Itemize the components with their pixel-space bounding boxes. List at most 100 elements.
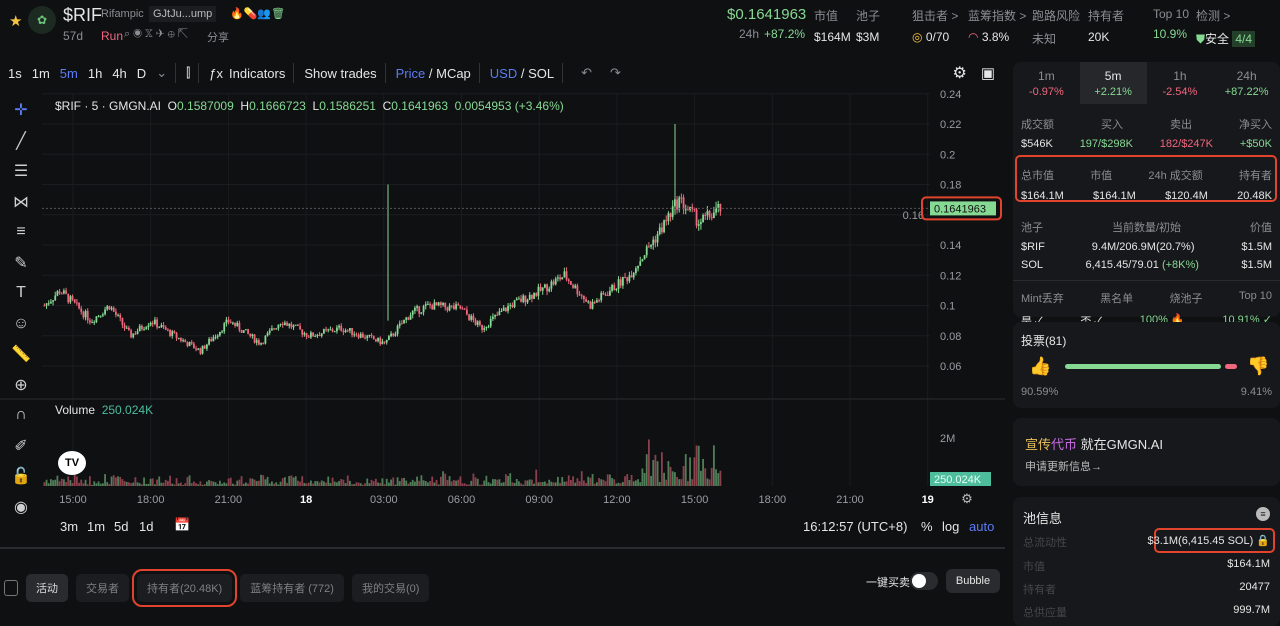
lock-icon[interactable]: 🔓 (11, 468, 31, 486)
candle-body (318, 334, 321, 336)
period-24h[interactable]: 24h +87.22% (1224, 69, 1269, 98)
volume-bar (199, 481, 202, 486)
quick-trade-label: 一键买卖 (866, 577, 910, 589)
tab-my-trades[interactable]: 我的交易(0) (351, 574, 430, 602)
pattern-icon[interactable]: ⋈ (13, 193, 29, 211)
price-mcap-toggle[interactable]: Price / MCap (395, 65, 471, 81)
range-3m[interactable]: 3m (60, 519, 79, 534)
price-chart[interactable]: 0.24 0.22 0.2 0.18 0.16 0.14 0.12 0.1 0.08 0.06 15… (0, 88, 1005, 543)
update-info-link[interactable]: 申请更新信息→ (1025, 461, 1102, 473)
chevron-down-icon[interactable]: ⌄ (156, 65, 168, 80)
volume-bar (427, 482, 429, 486)
star-icon[interactable]: ★ (9, 13, 23, 30)
candle-body (557, 277, 559, 279)
interval-4h[interactable]: 4h (112, 65, 127, 81)
candle-body (580, 295, 583, 297)
candle-body (470, 315, 473, 320)
usd-sol-toggle[interactable]: USD / SOL (489, 65, 555, 81)
period-1h[interactable]: 1h -2.54% (1162, 69, 1198, 98)
candle-body (73, 299, 76, 303)
zoom-in-icon[interactable]: ⊕ (14, 376, 28, 394)
candle-body (453, 305, 455, 309)
fib-icon[interactable]: ≡ (16, 223, 26, 241)
magnet-icon[interactable]: ∩ (15, 406, 27, 424)
volume-bar (648, 439, 650, 486)
volume-bar (50, 479, 52, 486)
volume-bar (663, 472, 665, 486)
quick-trade-toggle[interactable] (910, 572, 938, 590)
tab-holders[interactable]: 持有者(20.48K) (131, 569, 238, 607)
promo-panel[interactable]: 宣传代币 就在GMGN.AI 申请更新信息→ (1013, 418, 1280, 486)
candle-body (498, 311, 501, 316)
stat-check[interactable]: 检测 > ⛊安全 4/4 (1196, 7, 1256, 47)
stat-bluechip[interactable]: 蓝筹指数 > ◠ 3.8% (968, 9, 1027, 44)
candle-body (219, 331, 221, 336)
candle-body (364, 337, 366, 339)
undo-icon[interactable]: ↶ (581, 65, 593, 80)
percent-toggle[interactable]: % (921, 519, 933, 534)
volume-bar (498, 479, 501, 486)
indicators-button[interactable]: Indicators (229, 65, 286, 81)
tab-traders[interactable]: 交易者 (76, 574, 129, 602)
tab-bluechip-holders[interactable]: 蓝筹持有者 (772) (240, 574, 344, 602)
crosshair-icon[interactable]: ✛ (14, 102, 28, 120)
horizontal-lines-icon[interactable]: ☰ (13, 163, 29, 181)
range-1m[interactable]: 1m (87, 519, 106, 534)
interval-d[interactable]: D (136, 65, 147, 81)
brush-icon[interactable]: ✎ (14, 254, 28, 272)
candle-type-icon[interactable]: ⫿ (186, 65, 191, 80)
interval-1s[interactable]: 1s (8, 65, 22, 81)
emoji-icon[interactable]: ☺ (12, 314, 30, 332)
volume-bar (626, 474, 629, 486)
settings-axis-icon: ⚙ (961, 491, 973, 506)
candle-body (587, 301, 590, 303)
thumbs-down-icon[interactable]: 👎 (1247, 356, 1270, 376)
ruler-icon[interactable]: 📏 (11, 346, 31, 364)
text-icon[interactable]: T (16, 284, 26, 302)
candle-body (554, 278, 557, 285)
volume-bar (349, 480, 351, 486)
candle-body (271, 328, 273, 331)
checks-labels: Mint丢弃 黑名单 烧池子 Top 10 (1021, 290, 1272, 305)
camera-icon[interactable]: ▣ (980, 65, 995, 82)
volume-bar (496, 479, 499, 486)
social-icons[interactable]: ⌕ ◉ 𝕏 ✈ ⊕ ⇱ (124, 28, 189, 40)
redo-icon[interactable]: ↷ (610, 65, 621, 80)
calendar-icon[interactable]: 📅 (174, 517, 191, 532)
interval-5m[interactable]: 5m (59, 65, 78, 81)
address-copy[interactable]: GJtJu...ump (149, 6, 217, 22)
period-1m[interactable]: 1m -0.97% (1028, 69, 1064, 98)
range-5d[interactable]: 5d (114, 519, 129, 534)
thumbs-up-icon[interactable]: 👍 (1029, 356, 1052, 376)
interval-1h[interactable]: 1h (87, 65, 103, 81)
volume-bar (305, 483, 308, 486)
candle-body (234, 322, 236, 326)
tab-activity[interactable]: 活动 (26, 574, 68, 602)
share-button[interactable]: 分享 (207, 32, 229, 44)
trendline-icon[interactable]: ╱ (16, 132, 26, 150)
bubble-button[interactable]: Bubble (946, 569, 1000, 593)
volume-bar (210, 480, 213, 486)
auto-toggle[interactable]: auto (969, 519, 995, 534)
divider[interactable] (0, 547, 1005, 549)
volume-bar (212, 481, 215, 486)
period-5m[interactable]: 5m +2.21% (1079, 62, 1147, 104)
volume-bar (494, 479, 496, 486)
interval-1m[interactable]: 1m (31, 65, 50, 81)
volume-bar (546, 483, 548, 486)
log-toggle[interactable]: log (942, 519, 960, 534)
settings-icon[interactable]: ⚙ (952, 65, 967, 82)
clock-time[interactable]: 16:12:57 (UTC+8) (803, 519, 908, 534)
run-label[interactable]: Run (101, 29, 124, 43)
sidebar-toggle-icon[interactable] (4, 580, 18, 596)
eye-icon[interactable]: ◉ (14, 498, 28, 516)
lock-draw-icon[interactable]: ✐ (14, 437, 28, 455)
show-trades-button[interactable]: Show trades (304, 65, 377, 81)
range-1d[interactable]: 1d (139, 519, 154, 534)
candle-body (483, 328, 486, 330)
volume-bar (201, 484, 204, 486)
stat-snipers[interactable]: 狙击者 > ◎ 0/70 (912, 9, 959, 44)
menu-icon[interactable]: ≡ (1256, 507, 1270, 521)
tradingview-logo[interactable]: TV (58, 451, 86, 475)
volume-bar (277, 484, 280, 486)
